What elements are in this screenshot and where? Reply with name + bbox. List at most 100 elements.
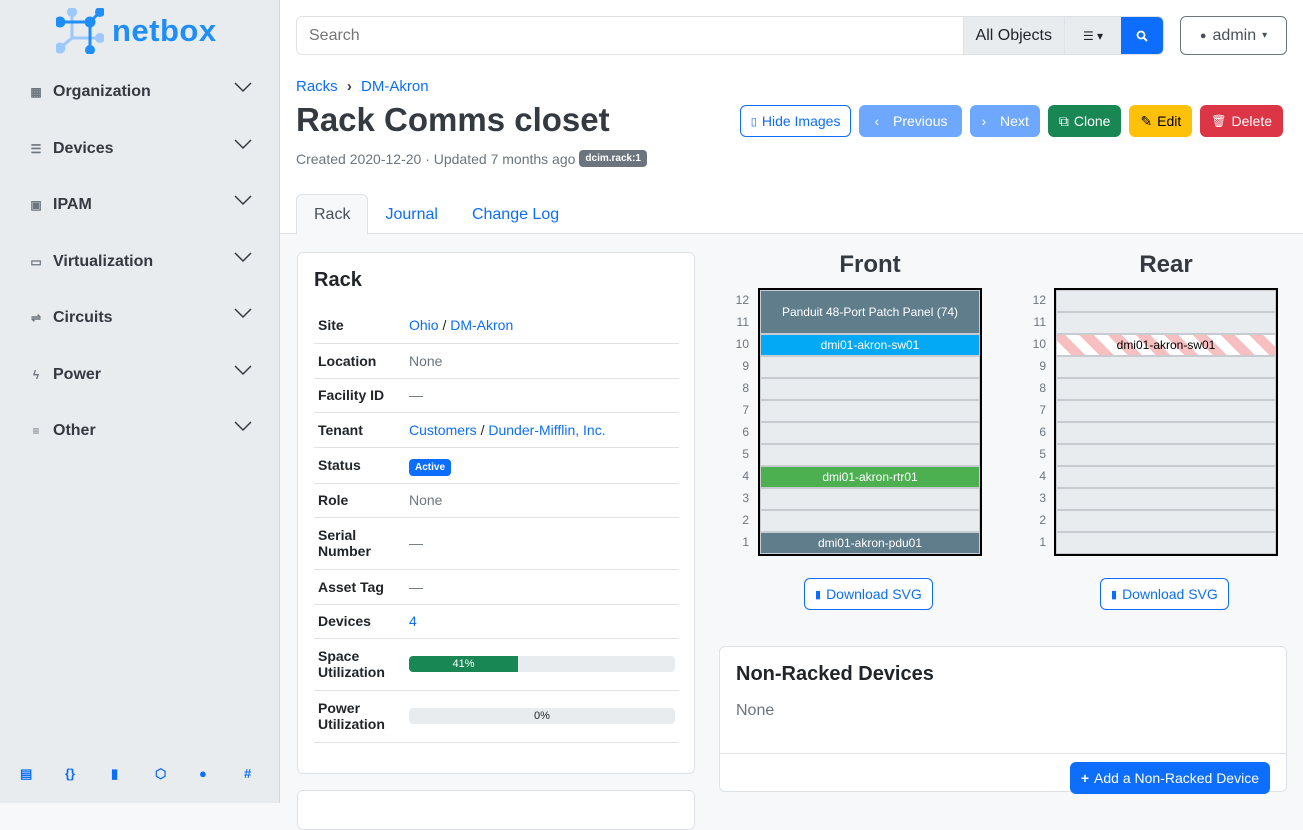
tab-rack[interactable]: Rack <box>296 194 369 235</box>
unit-number: 3 <box>1039 491 1046 505</box>
download-front-svg-button[interactable]: ▮ Download SVG <box>804 578 933 610</box>
rack-unit-empty[interactable] <box>1056 532 1276 554</box>
rack-unit-empty[interactable] <box>1056 444 1276 466</box>
progress-fill: 41% <box>409 656 519 672</box>
download-rear-svg-button[interactable]: ▮ Download SVG <box>1100 578 1229 610</box>
rack-unit-empty[interactable] <box>1056 400 1276 422</box>
sidebar-item-other[interactable]: ≡ Other <box>28 416 252 446</box>
tenant-link[interactable]: Dunder-Mifflin, Inc. <box>488 421 606 438</box>
api-icon[interactable]: {} <box>65 766 76 781</box>
netbox-logo[interactable]: netbox <box>56 8 217 54</box>
rack-unit-empty[interactable] <box>1056 312 1276 334</box>
unit-number: 1 <box>742 535 749 549</box>
domain-icon: ▦ <box>30 85 42 99</box>
unit-number: 7 <box>1039 403 1046 417</box>
rack-unit-empty[interactable] <box>760 444 980 466</box>
value: — <box>405 569 679 605</box>
sidebar-item-label: Power <box>53 366 102 383</box>
card-title: Rack <box>314 269 362 291</box>
unit-number: 10 <box>1032 337 1046 351</box>
tab-change-log[interactable]: Change Log <box>471 205 560 223</box>
rack-unit-empty[interactable] <box>760 356 980 378</box>
rack-unit-empty[interactable] <box>760 510 980 532</box>
rack-device[interactable]: dmi01-akron-sw01 <box>760 334 980 356</box>
region-link[interactable]: Ohio <box>409 317 439 334</box>
user-icon: ● <box>1199 29 1207 42</box>
sidebar-item-ipam[interactable]: ▣ IPAM <box>28 190 252 220</box>
rack-unit-empty[interactable] <box>1056 378 1276 400</box>
non-racked-value: None <box>736 702 775 719</box>
tenant-group-link[interactable]: Customers <box>409 421 477 438</box>
rack-unit-empty[interactable] <box>760 488 980 510</box>
previous-button[interactable]: ‹ Previous <box>859 105 963 137</box>
unit-number: 12 <box>1032 293 1046 307</box>
label: Power Utilization <box>314 690 405 743</box>
site-link[interactable]: DM-Akron <box>450 317 514 334</box>
chevron-down-icon <box>234 139 252 150</box>
search-scope-select[interactable]: All Objects <box>962 17 1064 54</box>
row-status: Status Active <box>314 447 679 484</box>
page-title: Rack Comms closet <box>296 101 610 138</box>
github-icon[interactable]: ● <box>199 766 207 781</box>
space-utilization-bar: 41% <box>409 656 675 672</box>
server-icon: ☰ <box>30 142 42 156</box>
row-site: Site Ohio / DM-Akron <box>314 308 679 344</box>
sidebar-item-label: Circuits <box>53 309 113 326</box>
slack-icon[interactable]: # <box>244 766 252 781</box>
rack-unit-empty[interactable] <box>1056 466 1276 488</box>
rack-device[interactable]: Panduit 48-Port Patch Panel (74) <box>760 290 980 334</box>
hide-images-button[interactable]: ▯ Hide Images <box>739 105 852 137</box>
label: Site <box>314 308 405 344</box>
separator: / <box>438 317 451 334</box>
sidebar-item-virtualization[interactable]: ▭ Virtualization <box>28 247 252 277</box>
unit-number: 9 <box>1039 359 1046 373</box>
transit-icon: ⇌ <box>30 311 42 325</box>
rack-unit-empty[interactable] <box>760 400 980 422</box>
rack-unit-empty[interactable] <box>1056 290 1276 312</box>
add-non-racked-device-button[interactable]: + Add a Non-Racked Device <box>1069 762 1270 794</box>
object-badge: dcim.rack:1 <box>579 150 647 167</box>
sidebar-item-devices[interactable]: ☰ Devices <box>28 134 252 164</box>
unit-number: 4 <box>1039 469 1046 483</box>
sidebar-item-power[interactable]: ϟ Power <box>28 360 252 390</box>
next-button[interactable]: › Next <box>970 105 1040 137</box>
user-menu-button[interactable]: ● admin ▾ <box>1180 16 1287 55</box>
rack-unit-empty[interactable] <box>760 422 980 444</box>
rack-unit-empty[interactable] <box>1056 356 1276 378</box>
search-button[interactable] <box>1121 17 1163 54</box>
sidebar-item-circuits[interactable]: ⇌ Circuits <box>28 303 252 333</box>
search-icon <box>1136 30 1148 42</box>
chevron-right-icon: › <box>981 113 987 129</box>
plus-icon: + <box>1080 770 1090 786</box>
copy-icon: ⧉ <box>1058 112 1069 129</box>
rack-attributes-table: Site Ohio / DM-Akron Location None Facilit… <box>314 308 679 743</box>
unit-number: 3 <box>742 491 749 505</box>
rack-device[interactable]: dmi01-akron-pdu01 <box>760 532 980 554</box>
unit-number: 2 <box>1039 513 1046 527</box>
graphql-icon[interactable]: ⬡ <box>155 766 167 781</box>
breadcrumb-racks[interactable]: Racks <box>296 78 338 95</box>
filter-dropdown-button[interactable]: ☰ ▾ <box>1064 17 1121 54</box>
row-power-utilization: Power Utilization 0% <box>314 690 679 743</box>
rack-unit-empty[interactable] <box>1056 510 1276 532</box>
search-input[interactable] <box>297 17 963 54</box>
bookmark-icon[interactable]: ▮ <box>111 766 119 781</box>
row-devices: Devices 4 <box>314 604 679 639</box>
book-icon[interactable]: ▤ <box>20 766 33 781</box>
breadcrumb-site[interactable]: DM-Akron <box>361 78 429 95</box>
chevron-down-icon <box>234 308 252 319</box>
delete-button[interactable]: 🗑 Delete <box>1200 105 1283 137</box>
rack-device[interactable]: dmi01-akron-sw01 <box>1056 334 1276 356</box>
tab-journal[interactable]: Journal <box>385 205 438 223</box>
row-tenant: Tenant Customers / Dunder-Mifflin, Inc. <box>314 412 679 448</box>
label: Download SVG <box>826 586 922 602</box>
card-title: Non-Racked Devices <box>736 663 934 685</box>
rack-device[interactable]: dmi01-akron-rtr01 <box>760 466 980 488</box>
clone-button[interactable]: ⧉ Clone <box>1047 105 1122 137</box>
edit-button[interactable]: ✎ Edit <box>1129 105 1193 137</box>
devices-link[interactable]: 4 <box>409 613 417 629</box>
rack-unit-empty[interactable] <box>1056 488 1276 510</box>
rack-unit-empty[interactable] <box>1056 422 1276 444</box>
rack-unit-empty[interactable] <box>760 378 980 400</box>
sidebar-item-organization[interactable]: ▦ Organization <box>28 77 252 107</box>
